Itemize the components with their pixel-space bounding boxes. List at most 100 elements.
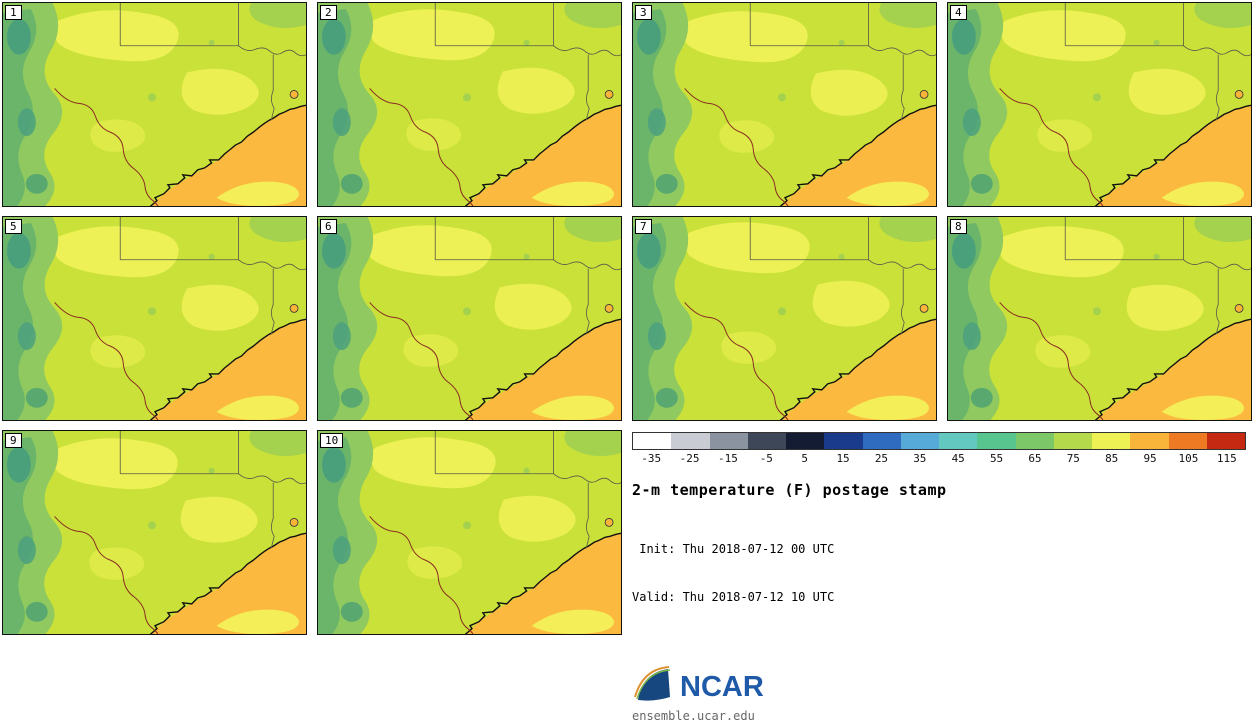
- colorbar-tick-label: -35: [641, 452, 662, 465]
- temperature-map: [318, 431, 621, 634]
- state-borders: [1064, 217, 1251, 335]
- member-panel-3[interactable]: 3: [632, 2, 937, 207]
- gulf-of-mexico: [149, 318, 306, 420]
- colorbar-tick-label: 65: [1028, 452, 1042, 465]
- coastal-lake: [1234, 304, 1244, 313]
- temperature-map: [948, 3, 1251, 206]
- temperature-map: [633, 3, 936, 206]
- rio-grande-river: [999, 302, 1104, 420]
- cool-terrain: [318, 3, 621, 206]
- member-panel-4[interactable]: 4: [947, 2, 1252, 207]
- coastal-lake: [604, 518, 614, 527]
- colorbar-tick-label: -5: [759, 452, 773, 465]
- colorbar-tick-label: -25: [679, 452, 700, 465]
- member-panel-9[interactable]: 9: [2, 430, 307, 635]
- gulf-of-mexico: [464, 104, 621, 206]
- colorbar-tick-label: 5: [801, 452, 808, 465]
- temperature-map: [948, 217, 1251, 420]
- colorbar-tick-label: 55: [989, 452, 1004, 465]
- map-canvas: [948, 3, 1251, 206]
- member-panel-8[interactable]: 8: [947, 216, 1252, 421]
- colorbar-segment: [1130, 433, 1169, 449]
- map-canvas: [318, 217, 621, 420]
- map-canvas: [3, 3, 306, 206]
- temperature-map: [3, 217, 306, 420]
- member-panel-7[interactable]: 7: [632, 216, 937, 421]
- init-time: Init: Thu 2018-07-12 00 UTC: [632, 542, 835, 556]
- colorbar-segment: [824, 433, 863, 449]
- coastal-lake: [919, 304, 929, 313]
- colorbar-segment: [786, 433, 825, 449]
- valid-time: Valid: Thu 2018-07-12 10 UTC: [632, 590, 835, 604]
- rio-grande-river: [999, 88, 1104, 206]
- map-canvas: [633, 3, 936, 206]
- map-canvas: [3, 431, 306, 634]
- member-panel-6[interactable]: 6: [317, 216, 622, 421]
- member-panel-2[interactable]: 2: [317, 2, 622, 207]
- cool-terrain: [3, 3, 306, 206]
- colorbar-tick-label: -15: [718, 452, 738, 465]
- warm-patches: [683, 11, 888, 153]
- warm-patches: [685, 222, 890, 364]
- warm-patches: [370, 9, 575, 151]
- colorbar-tick-label: 115: [1216, 452, 1237, 465]
- rio-grande-river: [684, 88, 789, 206]
- coastal-lake: [604, 304, 614, 313]
- temperature-map: [3, 3, 306, 206]
- colorbar-segment: [671, 433, 710, 449]
- state-borders: [749, 217, 936, 335]
- ncar-logo[interactable]: NCAR: [632, 663, 1252, 707]
- temperature-map: [318, 3, 621, 206]
- member-number-badge: 5: [5, 219, 22, 234]
- temperature-map: [318, 217, 621, 420]
- warm-patches: [367, 225, 572, 367]
- member-number-badge: 1: [5, 5, 22, 20]
- rio-grande-river: [369, 516, 474, 634]
- colorbar: [632, 432, 1246, 450]
- member-panel-10[interactable]: 10: [317, 430, 622, 635]
- colorbar-tick-label: 25: [874, 452, 889, 465]
- colorbar-segment: [939, 433, 978, 449]
- gulf-of-mexico: [1094, 318, 1251, 420]
- state-borders: [119, 217, 306, 335]
- rio-grande-river: [369, 88, 474, 206]
- rio-grande-river: [369, 302, 474, 420]
- colorbar-segment: [1053, 433, 1092, 449]
- state-borders: [749, 3, 936, 121]
- member-panel-5[interactable]: 5: [2, 216, 307, 421]
- cool-terrain: [948, 217, 1251, 420]
- colorbar-segment: [747, 433, 786, 449]
- colorbar-tick-label: 105: [1178, 452, 1199, 465]
- colorbar-segment: [1015, 433, 1054, 449]
- colorbar-tick-label: 75: [1066, 452, 1080, 465]
- map-canvas: [633, 217, 936, 420]
- member-number-badge: 10: [320, 433, 344, 448]
- coastal-lake: [1234, 90, 1244, 99]
- site-url: ensemble.ucar.edu: [632, 709, 755, 723]
- gulf-of-mexico: [149, 532, 306, 634]
- map-canvas: [318, 3, 621, 206]
- cool-terrain: [3, 431, 306, 634]
- colorbar-segment: [977, 433, 1016, 449]
- colorbar-segment: [1168, 433, 1207, 449]
- warm-patches: [999, 226, 1204, 368]
- state-borders: [119, 431, 306, 549]
- legend-area: -35 -25 -15 -5 5 15 25 35 45 55 65 75 85 95 105 115 2-m…: [632, 430, 1252, 723]
- gulf-of-mexico: [779, 104, 936, 206]
- colorbar-segment: [1206, 433, 1245, 449]
- colorbar-tick-label: 15: [836, 452, 850, 465]
- temperature-map: [3, 431, 306, 634]
- colorbar-ticks: -35 -25 -15 -5 5 15 25 35 45 55 65 75 85 95 105 115: [632, 452, 1246, 465]
- colorbar-segment: [900, 433, 939, 449]
- coastal-lake: [289, 304, 299, 313]
- rio-grande-river: [54, 302, 159, 420]
- member-panel-1[interactable]: 1: [2, 2, 307, 207]
- member-number-badge: 7: [635, 219, 652, 234]
- coastal-lake: [289, 518, 299, 527]
- gulf-of-mexico: [149, 104, 306, 206]
- colorbar-segment: [633, 433, 672, 449]
- gulf-of-mexico: [1094, 104, 1251, 206]
- rio-grande-river: [54, 516, 159, 634]
- cool-terrain: [318, 217, 621, 420]
